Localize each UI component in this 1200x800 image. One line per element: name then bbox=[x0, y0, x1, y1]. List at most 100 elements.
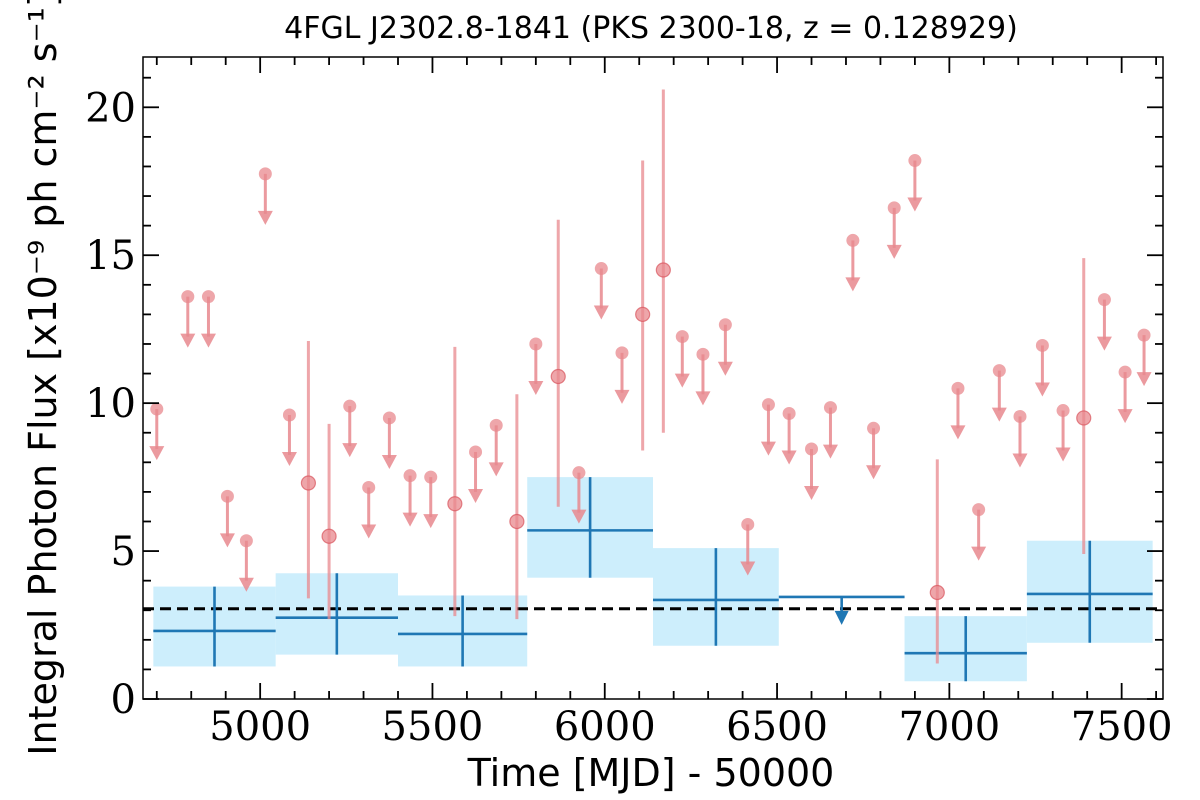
detection-point bbox=[1076, 410, 1092, 426]
y-tick-label: 0 bbox=[111, 677, 136, 723]
binned-flux-crosshairs bbox=[153, 477, 1153, 682]
upper-limit-arrow bbox=[528, 380, 544, 395]
detection-point bbox=[300, 475, 317, 491]
x-axis-label: Time [MJD] - 50000 bbox=[467, 751, 835, 795]
upper-limit-arrow bbox=[468, 488, 484, 503]
detection-point bbox=[929, 584, 945, 601]
upper-limit-arrow bbox=[822, 444, 838, 459]
upper-limit-arrow bbox=[342, 443, 358, 458]
detection-point bbox=[655, 262, 671, 278]
upper-limit-point bbox=[282, 408, 296, 422]
detection-point bbox=[550, 368, 566, 385]
upper-limit-arrow bbox=[180, 333, 196, 348]
y-tick-label: 5 bbox=[111, 529, 136, 575]
y-axis-label: Integral Photon Flux [x10⁻⁹ ph cm⁻² s⁻¹] bbox=[21, 0, 65, 756]
upper-limit-arrow bbox=[238, 577, 254, 592]
upper-limit-point bbox=[782, 407, 796, 421]
upper-limit-point bbox=[362, 480, 376, 494]
x-tick-label: 5500 bbox=[382, 704, 484, 750]
upper-limit-arrow bbox=[717, 361, 733, 376]
detection-point bbox=[321, 528, 337, 544]
x-tick-label: 5000 bbox=[209, 704, 311, 750]
upper-limit-arrow bbox=[1034, 382, 1050, 397]
upper-limit-arrow bbox=[402, 512, 418, 527]
upper-limit-arrow bbox=[740, 561, 756, 576]
upper-limit-point bbox=[805, 442, 819, 456]
upper-limit-arrow bbox=[866, 465, 882, 480]
upper-limit-arrow bbox=[1117, 409, 1133, 424]
upper-limit-point bbox=[718, 318, 732, 332]
upper-limit-point bbox=[403, 469, 417, 483]
upper-limit-point bbox=[489, 418, 503, 432]
upper-limit-point bbox=[761, 398, 775, 412]
upper-limit-arrow bbox=[950, 425, 966, 440]
upper-limit-arrow bbox=[760, 441, 776, 456]
upper-limit-point bbox=[181, 290, 195, 304]
upper-limit-point bbox=[1097, 293, 1111, 307]
upper-limit-arrow bbox=[886, 244, 902, 259]
upper-limit-point bbox=[529, 337, 543, 351]
upper-limit-point bbox=[675, 330, 689, 344]
upper-limit-point bbox=[1013, 409, 1027, 423]
y-tick-label: 10 bbox=[85, 381, 136, 427]
upper-limit-arrow bbox=[488, 462, 504, 477]
detection-point bbox=[447, 496, 463, 512]
upper-limit-arrow bbox=[614, 389, 630, 404]
detection-point bbox=[635, 306, 651, 322]
upper-limit-arrow bbox=[149, 446, 165, 461]
upper-limit-point bbox=[382, 411, 396, 425]
upper-limit-point bbox=[343, 399, 357, 413]
y-tick-label: 20 bbox=[85, 85, 136, 131]
x-tick-labels: 5000 5500 6000 6500 7000 7500 bbox=[209, 704, 1172, 750]
upper-limit-arrow bbox=[281, 451, 297, 466]
upper-limit-point bbox=[823, 401, 837, 415]
upper-limit-point bbox=[615, 346, 629, 360]
upper-limit-point bbox=[1035, 338, 1049, 352]
x-tick-label: 7500 bbox=[1071, 704, 1173, 750]
y-tick-labels: 0 5 10 15 20 bbox=[85, 85, 136, 723]
detection-markers bbox=[300, 89, 1092, 664]
upper-limit-point bbox=[469, 445, 483, 459]
upper-limit-point bbox=[887, 201, 901, 215]
upper-limit-point bbox=[972, 503, 986, 517]
upper-limit-arrow bbox=[804, 486, 820, 501]
upper-limit-arrow bbox=[1096, 336, 1112, 351]
upper-limit-point bbox=[201, 290, 215, 304]
upper-limit-arrow bbox=[593, 305, 609, 320]
detection-point bbox=[509, 513, 525, 530]
upper-limit-point bbox=[696, 347, 710, 361]
upper-limit-point bbox=[258, 167, 272, 181]
upper-limit-arrow bbox=[674, 373, 690, 388]
upper-limit-arrow bbox=[1136, 372, 1152, 387]
x-tick-label: 6500 bbox=[726, 704, 828, 750]
upper-limit-arrow bbox=[571, 509, 587, 524]
upper-limit-arrow bbox=[1055, 447, 1071, 462]
upper-limit-point bbox=[1118, 365, 1132, 379]
upper-limit-arrow bbox=[845, 277, 861, 292]
chart-title: 4FGL J2302.8-1841 (PKS 2300-18, z = 0.12… bbox=[284, 11, 1018, 46]
upper-limit-point bbox=[1056, 404, 1070, 418]
axis-ticks bbox=[143, 57, 1163, 700]
upper-limit-point bbox=[908, 154, 922, 168]
upper-limit-point bbox=[951, 381, 965, 395]
upper-limit-arrow bbox=[781, 450, 797, 465]
upper-limit-arrow bbox=[991, 407, 1007, 422]
upper-limit-arrow bbox=[257, 210, 273, 225]
x-tick-label: 7000 bbox=[898, 704, 1000, 750]
upper-limit-point bbox=[239, 534, 253, 548]
upper-limit-arrow bbox=[361, 524, 377, 539]
upper-limit-point bbox=[741, 517, 755, 531]
upper-limit-arrow bbox=[907, 197, 923, 212]
upper-limit-arrow bbox=[219, 533, 235, 548]
upper-limit-point bbox=[594, 262, 608, 276]
upper-limit-arrow bbox=[200, 333, 216, 348]
upper-limit-arrow bbox=[971, 546, 987, 561]
upper-limit-markers bbox=[149, 154, 1152, 592]
upper-limit-point bbox=[867, 421, 881, 435]
plot-frame bbox=[142, 56, 1164, 700]
upper-limit-arrow bbox=[1012, 453, 1028, 468]
x-tick-label: 6000 bbox=[554, 704, 656, 750]
upper-limit-arrow bbox=[423, 514, 439, 529]
y-tick-label: 15 bbox=[85, 233, 136, 279]
